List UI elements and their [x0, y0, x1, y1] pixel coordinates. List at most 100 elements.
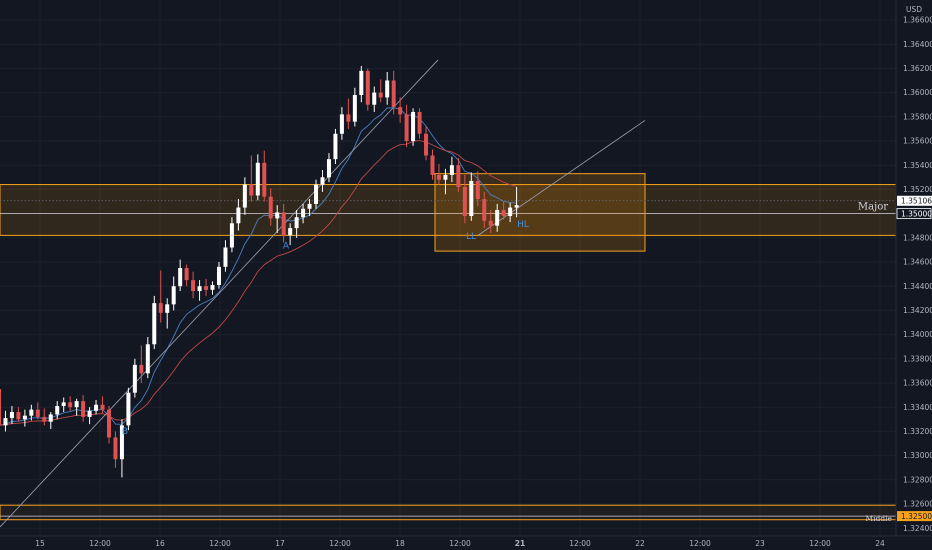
- time-tick-label: 17: [275, 539, 285, 548]
- candle-body: [74, 401, 79, 408]
- candle-body: [94, 404, 99, 411]
- candle-body: [216, 266, 221, 285]
- price-tick-label: 1.36600: [903, 16, 932, 25]
- candle-body: [145, 344, 150, 374]
- price-tick-label: 1.36400: [903, 40, 932, 49]
- candle: [294, 209, 299, 238]
- candle-body: [346, 114, 351, 122]
- time-tick-label: 18: [395, 539, 405, 548]
- candle-body: [430, 155, 435, 175]
- candle-body: [249, 184, 254, 196]
- candle: [81, 395, 86, 422]
- major-price-tag-border: [896, 208, 932, 220]
- candle: [35, 402, 40, 420]
- candle-body: [359, 70, 364, 96]
- candle: [275, 205, 280, 233]
- candle: [139, 345, 144, 383]
- candle: [152, 295, 157, 350]
- candle: [178, 259, 183, 292]
- price-tick-label: 1.35600: [903, 137, 932, 146]
- price-axis-background: [896, 0, 932, 550]
- candle: [514, 186, 519, 218]
- candle: [508, 202, 513, 223]
- time-axis[interactable]: 15 12:00 16 12:00 17 12:00 18 12:00 21 12:00 22 12:…: [0, 535, 932, 548]
- candle-body: [495, 209, 500, 226]
- candle: [100, 396, 105, 414]
- candle: [87, 407, 92, 425]
- candle: [449, 156, 454, 183]
- candle: [171, 276, 176, 311]
- candle: [0, 389, 1, 426]
- price-tick-label: 1.36000: [903, 88, 932, 97]
- annotation-label: A: [283, 242, 290, 252]
- candle-body: [61, 402, 66, 406]
- candle-body: [352, 95, 357, 122]
- candle-body: [314, 184, 319, 204]
- price-tick-label: 1.34400: [903, 282, 932, 291]
- price-tick-label: 1.35800: [903, 112, 932, 121]
- time-tick-label: 24: [875, 539, 885, 548]
- candle: [424, 126, 429, 161]
- candle: [268, 188, 273, 226]
- candle-body: [475, 180, 480, 200]
- candle-body: [42, 416, 47, 422]
- time-tick-label: 12:00: [209, 539, 231, 548]
- candle-body: [288, 228, 293, 236]
- price-tick-label: 1.32800: [903, 475, 932, 484]
- candle: [462, 174, 467, 224]
- annotation-label: LL: [466, 232, 476, 242]
- time-tick-label: 12:00: [809, 539, 831, 548]
- candle: [482, 191, 487, 229]
- candle-body: [320, 177, 325, 185]
- candle: [288, 223, 293, 246]
- candle: [307, 199, 312, 217]
- candle: [326, 153, 331, 183]
- major-zone: [0, 184, 897, 236]
- candle-body: [171, 286, 176, 305]
- time-tick-label: 12:00: [329, 539, 351, 548]
- price-axis[interactable]: USD 1.36600 1.36400 1.36200 1.36000 1.35800 1…: [895, 0, 932, 550]
- annotations: B A LL HL: [122, 220, 529, 437]
- candle-body: [255, 162, 260, 196]
- candle-body: [424, 133, 429, 156]
- price-tick-label: 1.33600: [903, 379, 932, 388]
- price-tick-label: 1.35400: [903, 161, 932, 170]
- candle-body: [275, 212, 280, 219]
- candle: [255, 154, 260, 201]
- candle-body: [449, 165, 454, 175]
- time-tick-label: 16: [155, 539, 165, 548]
- candle-body: [301, 208, 306, 218]
- major-price-tag-bg: [897, 208, 932, 219]
- candle-body: [281, 212, 286, 236]
- currency-label: USD: [906, 5, 922, 14]
- candle: [242, 177, 247, 215]
- candle-body: [268, 196, 273, 219]
- candle: [456, 157, 461, 192]
- candle-body: [417, 111, 422, 134]
- major-level-label: Major: [858, 202, 888, 213]
- candle-body: [81, 401, 86, 417]
- candle-body: [191, 280, 196, 292]
- candle-body: [204, 286, 209, 290]
- candle: [204, 278, 209, 296]
- major-price-tag-text: 1.35000: [901, 209, 932, 218]
- trendline: [477, 120, 646, 236]
- candle: [469, 172, 474, 221]
- candle-body: [378, 92, 383, 98]
- candle-body: [469, 180, 474, 217]
- candle: [430, 149, 435, 180]
- price-tick-label: 1.33800: [903, 354, 932, 363]
- candle-body: [106, 409, 111, 438]
- major-price-tag: 1.35000: [897, 208, 932, 219]
- candle: [404, 104, 409, 148]
- price-tick-label: 1.34800: [903, 233, 932, 242]
- price-tick-label: 1.34600: [903, 258, 932, 267]
- candle: [281, 203, 286, 243]
- candle: [29, 404, 34, 421]
- candle-body: [223, 247, 228, 267]
- candle-body: [29, 409, 34, 416]
- candle-body: [48, 414, 53, 422]
- candle-body: [404, 114, 409, 141]
- time-tick-label: 12:00: [89, 539, 111, 548]
